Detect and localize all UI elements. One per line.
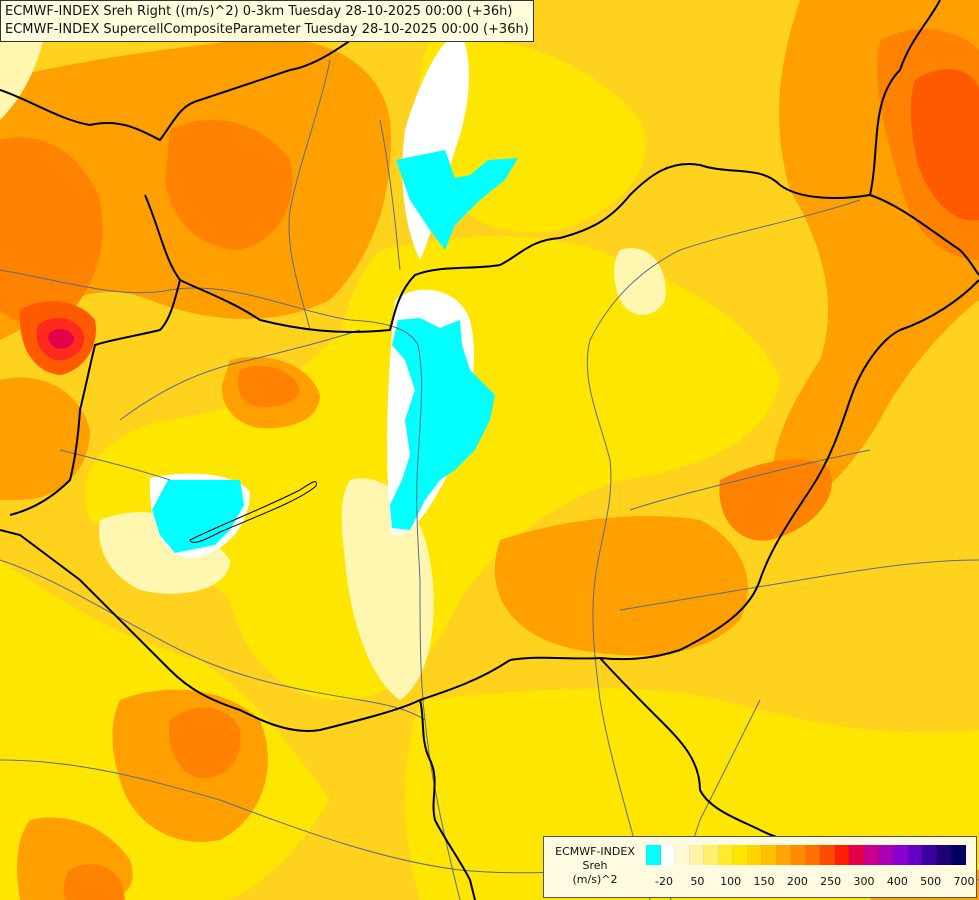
lake-balaton bbox=[189, 481, 317, 543]
legend-swatch bbox=[747, 845, 763, 865]
legend-swatch bbox=[733, 845, 748, 865]
legend-tick-label: 250 bbox=[820, 875, 842, 888]
legend-swatch bbox=[762, 845, 777, 865]
legend-swatch bbox=[863, 845, 879, 865]
legend-name-line-2: Sreh bbox=[582, 859, 608, 872]
darkorange-area-mid bbox=[237, 366, 300, 407]
legend-tick-label: 50 bbox=[690, 875, 705, 888]
legend-swatch bbox=[893, 845, 908, 865]
border-at-hu bbox=[9, 279, 181, 516]
legend-tick-label: 150 bbox=[753, 875, 775, 888]
river-raba bbox=[119, 329, 361, 421]
legend-swatch bbox=[878, 845, 894, 865]
legend-tick-label: 700 bbox=[953, 875, 975, 888]
river-tisza bbox=[586, 199, 861, 900]
legend-swatch bbox=[849, 845, 864, 865]
legend-tick-label: 100 bbox=[720, 875, 742, 888]
river-vah bbox=[288, 59, 331, 331]
legend-swatch bbox=[689, 845, 705, 865]
pale-area-center bbox=[341, 478, 434, 700]
legend-tick-label: 300 bbox=[853, 875, 875, 888]
legend-tick-label: 200 bbox=[786, 875, 808, 888]
legend-swatch bbox=[834, 845, 850, 865]
legend-swatch bbox=[776, 845, 792, 865]
legend-tick-label: 500 bbox=[920, 875, 942, 888]
orange-area-se-hu bbox=[494, 516, 748, 656]
legend-swatches bbox=[646, 845, 966, 865]
border-hr-rs bbox=[419, 699, 476, 900]
border-sk-hu-w bbox=[144, 163, 979, 333]
legend-swatch bbox=[660, 845, 676, 865]
darkorange-area-e bbox=[719, 459, 832, 541]
cyan-area-central bbox=[390, 318, 495, 530]
darkorange-area-s bbox=[63, 864, 125, 900]
cyan-area-north bbox=[396, 150, 518, 250]
legend-tick-label: 400 bbox=[886, 875, 908, 888]
darkorange-area-nw bbox=[0, 137, 103, 325]
red-core-w bbox=[48, 329, 74, 349]
cyan-area-west bbox=[152, 480, 244, 553]
title-line-2: ECMWF-INDEX SupercellCompositeParameter … bbox=[5, 22, 529, 37]
legend-swatch bbox=[791, 845, 806, 865]
legend-swatch bbox=[922, 845, 937, 865]
border-hu-ro bbox=[509, 279, 979, 661]
color-legend: ECMWF-INDEX Sreh (m/s)^2 -20 50 100 150 200 2… bbox=[543, 836, 977, 898]
darkorange-area-sw bbox=[169, 707, 241, 779]
orange-area-west bbox=[0, 377, 90, 500]
legend-ticks: -20 50 100 150 200 250 300 400 500 700 bbox=[646, 875, 974, 889]
legend-swatch bbox=[936, 845, 952, 865]
border-ua-ro-n bbox=[869, 0, 941, 196]
legend-swatch bbox=[907, 845, 923, 865]
darkorange-area-n bbox=[165, 120, 293, 250]
map-title-box: ECMWF-INDEX Sreh Right ((m/s)^2) 0-3km T… bbox=[0, 0, 534, 42]
redorange-area-ne bbox=[910, 69, 979, 221]
title-line-1: ECMWF-INDEX Sreh Right ((m/s)^2) 0-3km T… bbox=[5, 4, 513, 19]
river-mures bbox=[619, 559, 979, 611]
legend-swatch bbox=[646, 845, 661, 865]
pale-area-ne bbox=[614, 248, 666, 315]
legend-swatch bbox=[820, 845, 835, 865]
legend-swatch bbox=[951, 845, 966, 865]
legend-name-line-3: (m/s)^2 bbox=[572, 873, 618, 886]
legend-swatch bbox=[718, 845, 734, 865]
river-zala bbox=[59, 449, 171, 481]
legend-tick-label: -20 bbox=[655, 875, 673, 888]
legend-swatch bbox=[805, 845, 821, 865]
legend-swatch bbox=[704, 845, 719, 865]
legend-name: ECMWF-INDEX Sreh (m/s)^2 bbox=[548, 845, 642, 887]
river-hron bbox=[379, 119, 401, 271]
legend-name-line-1: ECMWF-INDEX bbox=[555, 845, 635, 858]
river-drava bbox=[0, 559, 426, 721]
legend-swatch bbox=[675, 845, 690, 865]
